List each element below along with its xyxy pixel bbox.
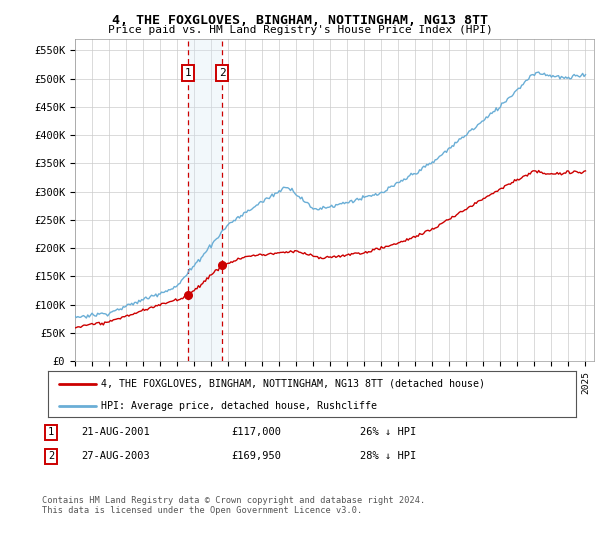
Text: £169,950: £169,950 (231, 451, 281, 461)
Text: 4, THE FOXGLOVES, BINGHAM, NOTTINGHAM, NG13 8TT: 4, THE FOXGLOVES, BINGHAM, NOTTINGHAM, N… (112, 14, 488, 27)
Text: 2: 2 (219, 68, 226, 78)
Text: 28% ↓ HPI: 28% ↓ HPI (360, 451, 416, 461)
Text: £117,000: £117,000 (231, 427, 281, 437)
Text: 26% ↓ HPI: 26% ↓ HPI (360, 427, 416, 437)
Text: Price paid vs. HM Land Registry's House Price Index (HPI): Price paid vs. HM Land Registry's House … (107, 25, 493, 35)
Text: 2: 2 (48, 451, 54, 461)
Text: 1: 1 (185, 68, 191, 78)
Text: 27-AUG-2003: 27-AUG-2003 (81, 451, 150, 461)
Text: 1: 1 (48, 427, 54, 437)
Text: 4, THE FOXGLOVES, BINGHAM, NOTTINGHAM, NG13 8TT (detached house): 4, THE FOXGLOVES, BINGHAM, NOTTINGHAM, N… (101, 379, 485, 389)
Text: Contains HM Land Registry data © Crown copyright and database right 2024.
This d: Contains HM Land Registry data © Crown c… (42, 496, 425, 515)
Text: 21-AUG-2001: 21-AUG-2001 (81, 427, 150, 437)
Text: HPI: Average price, detached house, Rushcliffe: HPI: Average price, detached house, Rush… (101, 401, 377, 410)
Bar (188, 39, 222, 361)
